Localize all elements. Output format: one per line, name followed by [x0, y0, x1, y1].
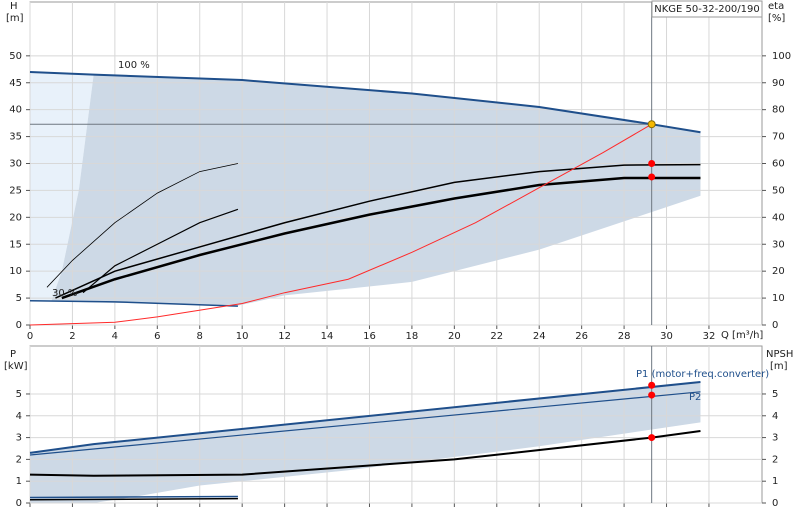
series-label: P2 [689, 392, 701, 403]
duty-point [648, 173, 656, 181]
y2-tick-label: 0 [772, 498, 778, 509]
x-tick-label: 32 [703, 331, 716, 342]
title-box [651, 0, 763, 18]
x-tick-label: 14 [321, 331, 334, 342]
y-tick-label: 25 [9, 185, 22, 196]
y-tick-label: 4 [16, 411, 22, 422]
y-tick-label: 0 [16, 320, 22, 331]
x-tick-label: 18 [406, 331, 419, 342]
x-tick-label: 20 [448, 331, 461, 342]
y-tick-label: 20 [9, 212, 22, 223]
y2-label: NPSH [766, 349, 793, 360]
y2-tick-label: 20 [772, 266, 785, 277]
curve [29, 495, 238, 499]
y2-unit: [m] [770, 361, 788, 372]
y-tick-label: 45 [9, 78, 22, 89]
operating-area [30, 381, 701, 503]
x-tick-label: 26 [575, 331, 588, 342]
duty-point [648, 434, 656, 442]
duty-point [648, 391, 656, 399]
y2-tick-label: 3 [772, 433, 778, 444]
y-tick-label: 30 [9, 159, 22, 170]
y2-label: eta [768, 1, 784, 12]
x-tick-label: 2 [69, 331, 75, 342]
y-tick-label: 3 [16, 433, 22, 444]
curve [55, 163, 701, 299]
y2-tick-label: 4 [772, 411, 778, 422]
y2-tick-label: 80 [772, 105, 785, 116]
x-tick-label: 8 [197, 331, 203, 342]
x-label: Q [m³/h] [721, 330, 763, 341]
y2-tick-label: 30 [772, 239, 785, 250]
series-label: 30 % [52, 288, 77, 299]
x-tick-label: 12 [278, 331, 291, 342]
y-tick-label: 35 [9, 132, 22, 143]
duty-point [647, 120, 656, 129]
y-tick-label: 5 [16, 389, 22, 400]
curve [61, 176, 701, 300]
x-tick-label: 4 [112, 331, 118, 342]
y-label: H [10, 1, 18, 12]
y2-tick-label: 0 [772, 320, 778, 331]
x-tick-label: 24 [533, 331, 546, 342]
y2-tick-label: 2 [772, 454, 778, 465]
x-tick-label: 0 [27, 331, 33, 342]
curve [29, 430, 701, 477]
x-tick-label: 22 [490, 331, 503, 342]
series-label: P1 (motor+freq.converter) [636, 369, 769, 380]
labels: H [m] eta [%] NKGE 50-32-200/190 Q [m³/h… [4, 0, 793, 403]
y-unit: [m] [6, 13, 24, 24]
curve [29, 391, 701, 456]
series-label: 100 % [118, 60, 150, 71]
curve [29, 300, 238, 307]
y2-tick-label: 70 [772, 132, 785, 143]
y-tick-label: 15 [9, 239, 22, 250]
curve [29, 380, 701, 454]
x-tick-label: 6 [154, 331, 160, 342]
curve [46, 163, 239, 288]
y2-tick-label: 5 [772, 389, 778, 400]
x-tick-label: 16 [363, 331, 376, 342]
y2-tick-label: 90 [772, 78, 785, 89]
duty-point [648, 381, 656, 389]
y2-tick-label: 50 [772, 185, 785, 196]
y2-tick-label: 40 [772, 212, 785, 223]
y-unit: [kW] [4, 361, 28, 372]
head-chart: 0 2 4 6 8 10 12 14 16 18 20 22 24 26 28 30 3205101520253… [9, 1, 791, 342]
y2-tick-label: 10 [772, 293, 785, 304]
curve [29, 123, 652, 326]
y2-tick-label: 60 [772, 159, 785, 170]
y-tick-label: 50 [9, 51, 22, 62]
duty-point [648, 160, 656, 167]
y-label: P [10, 349, 16, 360]
power-chart: 0 1 2 3 4 5 0 1 2 3 4 5 [16, 345, 778, 509]
curve [82, 208, 239, 294]
y-tick-label: 10 [9, 266, 22, 277]
chart-title: NKGE 50-32-200/190 [654, 4, 760, 15]
y-tick-label: 1 [16, 476, 22, 487]
y-tick-label: 0 [16, 498, 22, 509]
y2-tick-label: 1 [772, 476, 778, 487]
y-tick-label: 40 [9, 105, 22, 116]
x-tick-label: 28 [618, 331, 631, 342]
y-tick-label: 2 [16, 454, 22, 465]
x-tick-label: 30 [660, 331, 673, 342]
curve [29, 497, 238, 501]
y2-tick-label: 100 [772, 51, 791, 62]
y-tick-label: 5 [16, 293, 22, 304]
y2-unit: [%] [768, 13, 785, 24]
x-tick-label: 10 [236, 331, 249, 342]
